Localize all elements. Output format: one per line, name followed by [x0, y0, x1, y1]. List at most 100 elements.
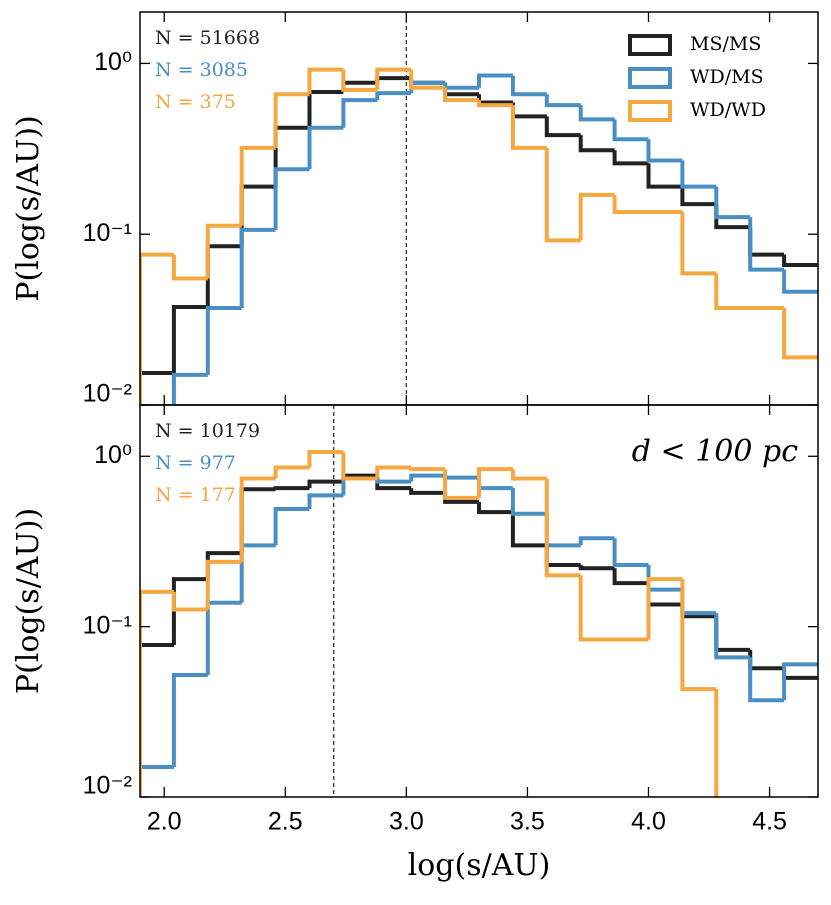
legend-swatch	[628, 67, 672, 89]
histogram-step	[510, 102, 547, 119]
legend-swatch	[628, 34, 672, 56]
histogram-step	[375, 465, 412, 479]
histogram-step	[782, 254, 818, 268]
histogram-step	[341, 98, 378, 128]
y-tick-label: 10⁻¹	[83, 611, 132, 639]
histogram-step	[782, 269, 818, 294]
histogram-step	[307, 67, 344, 95]
histogram-step	[375, 67, 412, 90]
histogram-step	[748, 657, 785, 703]
histogram-step	[375, 478, 412, 484]
histogram-step	[140, 252, 174, 405]
histogram-step	[578, 565, 615, 571]
histogram-step	[239, 145, 276, 226]
histogram-step	[578, 575, 615, 642]
histogram-step	[273, 486, 310, 491]
histogram-step	[443, 469, 479, 500]
panel-label: d < 100 pc	[632, 434, 798, 469]
histogram-step	[477, 477, 513, 491]
histogram-step	[510, 512, 547, 548]
y-axis-label: P(log(s/AU))	[11, 115, 46, 301]
histogram-step	[578, 192, 615, 241]
histogram-step	[646, 163, 683, 189]
histogram-step	[307, 479, 344, 489]
histogram-step	[307, 493, 344, 510]
histogram-step	[307, 90, 344, 128]
x-tick-label: 4.5	[752, 808, 787, 836]
histogram-step	[171, 372, 208, 405]
histogram-step	[409, 69, 446, 90]
histogram-step	[680, 579, 717, 692]
histogram-step	[205, 600, 242, 676]
histogram-step	[205, 223, 242, 279]
y-axis-label: P(log(s/AU))	[11, 508, 46, 694]
histogram-step	[510, 75, 547, 97]
histogram-step	[205, 305, 242, 375]
histogram-step	[273, 92, 310, 148]
histogram-step	[307, 125, 344, 170]
y-tick-label: 10⁻¹	[83, 219, 132, 247]
x-tick-label: 2.5	[268, 808, 303, 836]
histogram-step	[680, 186, 717, 207]
histogram-step	[646, 583, 683, 607]
histogram-step	[714, 273, 751, 310]
histogram-step	[612, 194, 649, 214]
histogram-step	[510, 488, 547, 516]
x-tick-label: 3.5	[510, 808, 545, 836]
y-tick-label: 10⁻²	[83, 772, 132, 800]
y-tick-label: 10⁰	[94, 48, 132, 76]
histogram-step	[680, 589, 717, 616]
histogram-step	[544, 478, 581, 578]
histogram-step	[409, 473, 446, 482]
histogram-step	[748, 649, 785, 671]
histogram-step	[544, 116, 581, 138]
histogram-step	[273, 465, 310, 479]
histogram-step	[341, 451, 378, 481]
histogram-step	[748, 227, 785, 257]
x-axis-label: log(s/AU)	[408, 848, 551, 883]
histogram-step	[477, 100, 513, 108]
histogram-step	[273, 125, 310, 187]
histogram-step	[782, 668, 818, 680]
legend-label: WD/WD	[690, 99, 766, 121]
histogram-step	[477, 94, 513, 105]
histogram-step	[680, 211, 717, 276]
legend-label: MS/MS	[690, 33, 761, 55]
histogram-step	[205, 559, 242, 610]
histogram-step	[714, 616, 751, 652]
annotation: N = 375	[155, 91, 236, 113]
histogram-step	[205, 551, 242, 580]
histogram-step	[714, 689, 719, 797]
histogram-step	[477, 73, 513, 88]
histogram-step	[443, 82, 479, 90]
histogram-step	[782, 307, 818, 360]
histogram-step	[341, 69, 378, 92]
histogram-step	[205, 244, 242, 307]
histogram-step	[646, 577, 683, 640]
histogram-step	[409, 488, 446, 495]
histogram-step	[477, 501, 513, 515]
histogram-step	[239, 476, 276, 562]
histogram-step	[307, 449, 344, 468]
histogram-step	[140, 765, 174, 797]
histogram-step	[510, 105, 547, 150]
histogram-step	[171, 304, 208, 373]
histogram-step	[544, 147, 581, 243]
x-tick-label: 2.0	[147, 808, 182, 836]
histogram-step	[273, 167, 310, 230]
x-tick-label: 4.0	[631, 808, 666, 836]
legend-label: WD/MS	[690, 66, 764, 88]
histogram-step	[140, 589, 174, 797]
histogram-step	[748, 217, 785, 272]
histogram-step	[714, 186, 751, 220]
histogram-step	[544, 94, 581, 108]
histogram-step	[239, 543, 276, 603]
histogram-step	[544, 513, 581, 548]
histogram-step	[544, 545, 581, 568]
y-tick-label: 10⁻²	[83, 380, 132, 408]
histogram-step	[140, 643, 174, 797]
histogram-step	[714, 613, 751, 660]
histogram-step	[477, 467, 513, 498]
histogram-step	[646, 139, 683, 163]
